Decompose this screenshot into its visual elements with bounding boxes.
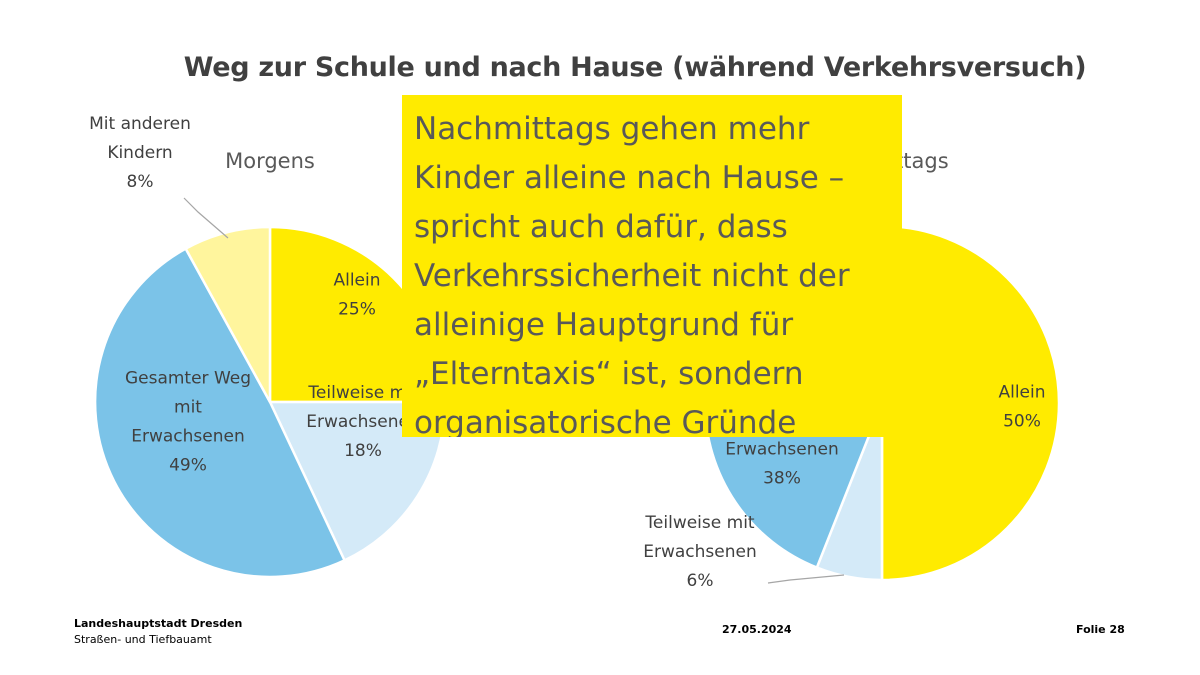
slice-label: Allein 25% (333, 271, 380, 320)
slice-label: Mit anderen Kindern 8% (89, 114, 191, 192)
callout-line: Nachmittags gehen mehr (414, 111, 810, 147)
chart-title-morgens: Morgens (225, 149, 315, 173)
slice-label-line: Teilweise mit (644, 513, 754, 533)
slice-label: Teilweise mit Erwachsenen 6% (643, 513, 757, 591)
slice-label-line: Allein (998, 383, 1045, 403)
callout-line: Kinder alleine nach Hause – (414, 160, 845, 196)
slice-label-line: mit (174, 398, 202, 418)
pie-slice (93, 246, 347, 579)
slice-label-line: 49% (169, 456, 207, 476)
footer-org-name: Landeshauptstadt Dresden (74, 617, 243, 630)
slice-label-line: Erwachsenen (725, 440, 839, 460)
slice-label-line: 6% (687, 571, 714, 591)
slice-label-line: 8% (127, 172, 154, 192)
slice-label-line: 38% (763, 469, 801, 489)
pie-slice (880, 224, 1061, 582)
pie-slice (183, 225, 272, 403)
callout-line: organisatorische Gründe (414, 405, 797, 437)
slice-label-line: 18% (344, 441, 382, 461)
footer-org-unit: Straßen- und Tiefbauamt (74, 633, 212, 646)
slide-title: Weg zur Schule und nach Hause (während V… (183, 52, 1087, 83)
slice-label-line: Erwachsenen (643, 542, 757, 562)
pie-morgens: Allein 25% Teilweise mit Erwachsenen 18% Gesa… (89, 114, 447, 579)
callout-line: alleinige Hauptgrund für (414, 307, 794, 343)
slice-label-line: Erwachsenen (306, 412, 420, 432)
slice-label-line: Mit anderen (89, 114, 191, 134)
label-leader-line (183, 197, 229, 239)
slice-label: Teilweise mit Erwachsenen 18% (306, 383, 420, 461)
slice-label-line: Gesamter Weg (125, 369, 251, 389)
callout-box: Nachmittags gehen mehr Kinder alleine na… (402, 95, 902, 437)
slice-label-line: 25% (338, 300, 376, 320)
label-leader-line (767, 574, 845, 584)
footer-slide-number: Folie 28 (1076, 623, 1125, 636)
slice-label-line: Allein (333, 271, 380, 291)
callout-line: Verkehrssicherheit nicht der (414, 258, 850, 294)
slice-label-line: Teilweise mit (307, 383, 417, 403)
slice-label-line: Erwachsenen (131, 427, 245, 447)
slice-label-line: 50% (1003, 412, 1041, 432)
slice-label: Allein 50% (998, 383, 1045, 432)
callout-line: spricht auch dafür, dass (414, 209, 788, 245)
slice-label-line: Kindern (107, 143, 172, 163)
slice-label: Gesamter Weg mit Erwachsenen 49% (125, 369, 251, 476)
footer-date: 27.05.2024 (722, 623, 792, 636)
callout-line: „Elterntaxis“ ist, sondern (414, 356, 804, 392)
